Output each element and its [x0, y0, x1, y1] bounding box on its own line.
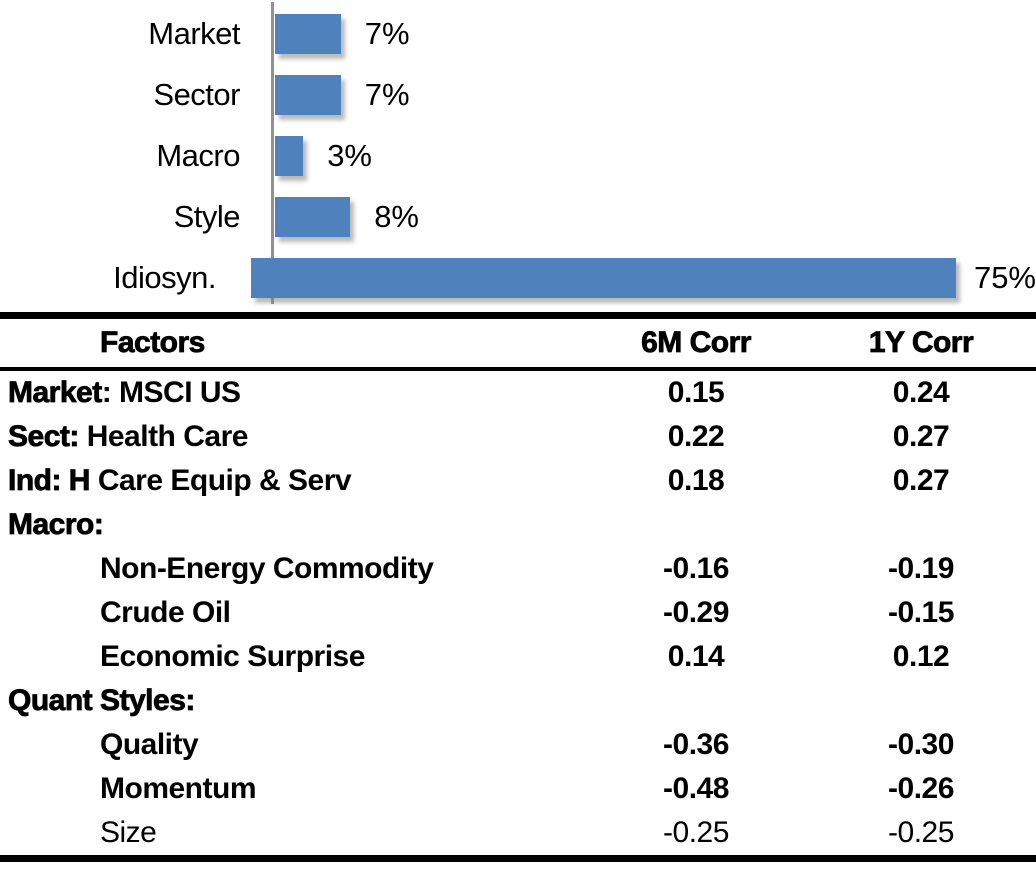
factor-label-text: Size: [100, 816, 157, 849]
chart-bar-track: 8%: [275, 186, 1036, 247]
table-row: Sect: Health Care 0.22 0.27: [0, 415, 1036, 459]
factor-label: Ind: H Care Equip & Serv: [0, 464, 586, 498]
factor-label: Non-Energy Commodity: [0, 552, 586, 586]
corr-6m-value: 0.15: [667, 376, 725, 409]
corr-1y-value: -0.26: [888, 772, 954, 805]
chart-category-label: Idiosyn.: [113, 259, 216, 295]
chart-category-label: Style: [173, 198, 241, 234]
chart-value-label: 7%: [364, 15, 410, 51]
chart-bar-track: 75%: [250, 247, 1036, 308]
chart-row: Idiosyn. 75%: [0, 247, 1036, 308]
corr-1y-value: -0.25: [888, 816, 954, 849]
corr-1y-value: 0.12: [892, 640, 950, 673]
factor-label-prefix: Ind: H: [8, 464, 91, 498]
chart-row: Market 7%: [0, 3, 1036, 64]
corr-6m-value: -0.36: [663, 728, 729, 761]
chart-bar: [275, 74, 341, 115]
table-row: Quant Styles:: [0, 679, 1036, 723]
factor-label-prefix: Quant Styles:: [8, 684, 196, 718]
corr-6m-value: 0.18: [667, 464, 725, 497]
table-row: Quality -0.36 -0.30: [0, 723, 1036, 767]
chart-bar-track: 7%: [275, 3, 1036, 64]
factor-label: Macro:: [0, 508, 586, 542]
table-row: Market: MSCI US 0.15 0.24: [0, 371, 1036, 415]
chart-row: Style 8%: [0, 186, 1036, 247]
table-header-row: Factors 6M Corr 1Y Corr: [0, 319, 1036, 371]
table-row: Economic Surprise 0.14 0.12: [0, 635, 1036, 679]
chart-value-label: 3%: [327, 137, 372, 173]
chart-category-label: Macro: [156, 137, 240, 173]
factor-label-prefix: Market: [8, 376, 103, 410]
corr-6m-value: 0.22: [667, 420, 725, 453]
chart-bar: [275, 13, 341, 54]
factor-label-text: Economic Surprise: [100, 640, 365, 673]
table-row: Momentum -0.48 -0.26: [0, 767, 1036, 811]
col-header-factors: Factors: [100, 326, 206, 360]
factor-label-prefix: Macro:: [8, 508, 105, 542]
chart-value-label: 8%: [374, 198, 419, 234]
corr-6m-value: -0.16: [663, 552, 729, 585]
chart-bar: [275, 196, 351, 237]
factor-label: Momentum: [0, 772, 586, 806]
factor-label-text: Health Care: [78, 420, 249, 453]
table-row: Size -0.25 -0.25: [0, 811, 1036, 855]
col-header-1y-corr: 1Y Corr: [868, 326, 974, 360]
chart-category-label: Market: [148, 15, 240, 51]
table-row: Crude Oil -0.29 -0.15: [0, 591, 1036, 635]
chart-rows: Market 7% Sector 7% Macro 3% Style 8% Idiosyn. 75…: [0, 3, 1036, 308]
factor-label-text: Care Equip & Serv: [89, 464, 352, 497]
factor-label-text: : MSCI US: [101, 376, 241, 409]
corr-1y-value: -0.19: [888, 552, 954, 585]
table-body: Market: MSCI US 0.15 0.24 Sect: Health Care…: [0, 371, 1036, 855]
factor-label-prefix: Sect:: [8, 420, 80, 454]
chart-row: Sector 7%: [0, 64, 1036, 125]
chart-bar: [275, 135, 304, 176]
corr-6m-value: -0.25: [663, 816, 729, 849]
chart-row: Macro 3%: [0, 125, 1036, 186]
corr-6m-value: -0.48: [663, 772, 729, 805]
chart-bar: [250, 257, 956, 298]
factor-label: Sect: Health Care: [0, 420, 586, 454]
corr-1y-value: 0.24: [892, 376, 950, 409]
corr-6m-value: 0.14: [667, 640, 725, 673]
table-row: Ind: H Care Equip & Serv 0.18 0.27: [0, 459, 1036, 503]
chart-axis-line: [271, 2, 274, 304]
factor-contribution-bar-chart: Market 7% Sector 7% Macro 3% Style 8% Idiosyn. 75…: [0, 0, 1036, 312]
corr-1y-value: -0.30: [888, 728, 954, 761]
factor-label: Quant Styles:: [0, 684, 586, 718]
table-row: Macro:: [0, 503, 1036, 547]
corr-1y-value: 0.27: [892, 464, 950, 497]
factor-label-text: Momentum: [100, 772, 257, 805]
factor-label: Crude Oil: [0, 596, 586, 630]
factor-label-text: Quality: [100, 728, 199, 761]
corr-6m-value: -0.29: [663, 596, 729, 629]
chart-category-label: Sector: [153, 76, 240, 112]
factor-label: Economic Surprise: [0, 640, 586, 674]
table-row: Non-Energy Commodity -0.16 -0.19: [0, 547, 1036, 591]
factor-label: Market: MSCI US: [0, 376, 586, 410]
factor-label: Quality: [0, 728, 586, 762]
factor-correlation-table: Factors 6M Corr 1Y Corr Market: MSCI US 0…: [0, 312, 1036, 862]
col-header-6m-corr: 6M Corr: [641, 326, 752, 360]
corr-1y-value: 0.27: [892, 420, 950, 453]
corr-1y-value: -0.15: [888, 596, 954, 629]
chart-bar-track: 3%: [275, 125, 1036, 186]
factor-label: Size: [0, 816, 586, 850]
factor-label-text: Non-Energy Commodity: [100, 552, 434, 585]
factor-label-text: Crude Oil: [100, 596, 231, 629]
chart-value-label: 7%: [364, 76, 410, 112]
chart-bar-track: 7%: [275, 64, 1036, 125]
chart-value-label: 75%: [973, 259, 1036, 295]
